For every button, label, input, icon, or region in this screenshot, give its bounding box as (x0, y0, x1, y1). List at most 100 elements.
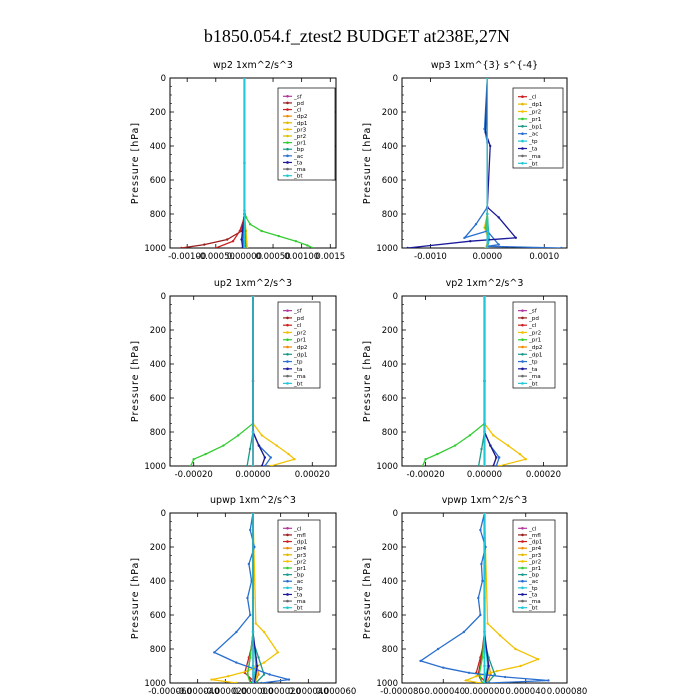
legend-label: _ta (293, 592, 302, 598)
legend-label: _dp1 (293, 352, 308, 358)
x-tick-label: -0.000060 (148, 687, 192, 697)
y-tick-label: 800 (150, 428, 166, 438)
legend-marker (286, 546, 289, 550)
legend-marker (521, 553, 524, 557)
data-point (269, 456, 272, 459)
data-point (462, 630, 466, 634)
data-point (235, 630, 238, 634)
y-tick-label: 200 (150, 543, 166, 553)
y-tick-label: 600 (150, 176, 166, 186)
y-tick-label: 0 (393, 509, 398, 519)
legend-marker (521, 102, 524, 106)
legend-label: _dp1 (293, 121, 308, 127)
data-point (247, 562, 251, 566)
legend: _sf_pd_cl_pr2 _pr1_dp2_dp1 _tp_ta_ma_bt (277, 301, 321, 389)
y-tick-label: 800 (382, 428, 398, 438)
y-tick-label: 600 (382, 394, 398, 404)
data-point (251, 513, 255, 515)
legend-label: _ma (528, 154, 541, 160)
legend-label: _ma (293, 167, 306, 173)
legend-label: _pr1 (293, 141, 307, 147)
legend-marker (286, 593, 289, 596)
data-point (249, 656, 252, 659)
data-point (518, 452, 522, 456)
legend-label: _ac (528, 132, 538, 138)
data-point (514, 236, 517, 239)
data-point (268, 673, 271, 676)
chart-panel-5: upwp 1xm^2/s^3 Pressure [hPa] 0 200 400 600 80… (130, 495, 356, 697)
y-tick-label: 200 (150, 108, 166, 118)
legend-marker (521, 533, 524, 537)
legend-label: _bp (528, 573, 539, 579)
y-tick-label: 400 (382, 142, 398, 152)
legend-label: _pr3 (528, 553, 542, 559)
series-group (180, 78, 315, 248)
series-line-ta (407, 78, 518, 248)
legend-marker (521, 360, 524, 363)
legend-marker (286, 573, 289, 576)
legend-label: _bt (528, 606, 538, 612)
legend-label: _pr2 (528, 559, 541, 565)
data-point (424, 458, 427, 461)
data-point (479, 681, 482, 683)
legend-label: _ma (528, 599, 541, 605)
legend-marker (286, 95, 289, 98)
data-point (254, 622, 257, 625)
legend-box (277, 87, 336, 181)
y-tick-label: 800 (382, 645, 398, 655)
legend-marker (521, 345, 524, 349)
data-point (262, 630, 266, 634)
data-point (486, 681, 489, 683)
x-tick-label: 0.000080 (547, 687, 588, 697)
data-point (293, 458, 296, 461)
legend-label: _bp (293, 147, 304, 153)
legend-label: _bt (293, 174, 303, 180)
legend-label: _ma (293, 599, 306, 605)
data-point (189, 464, 192, 466)
data-point (547, 679, 550, 682)
data-point (419, 659, 422, 663)
legend-label: _ac (293, 154, 303, 160)
legend-marker (521, 374, 524, 378)
data-point (269, 464, 272, 466)
data-point (484, 131, 487, 134)
legend-label: _pr1 (293, 566, 307, 572)
x-tick-label: -0.000020 (204, 687, 248, 697)
legend-marker (521, 331, 524, 334)
data-point (469, 240, 472, 243)
data-point (463, 236, 466, 239)
x-tick-label: -0.00020 (406, 470, 444, 480)
data-point (480, 447, 483, 451)
legend-label: _pr2 (528, 330, 541, 336)
legend-label: _pr1 (528, 117, 542, 123)
legend-label: _cl (528, 95, 537, 101)
legend-label: _ma (528, 374, 541, 380)
data-point (506, 444, 510, 447)
data-point (243, 78, 246, 80)
data-point (249, 681, 252, 683)
data-point (260, 229, 263, 233)
y-tick-label: 600 (150, 611, 166, 621)
legend-marker (286, 316, 289, 320)
data-point (204, 452, 207, 456)
figure-title: b1850.054.f_ztest2 BUDGET at238E,27N (204, 26, 510, 46)
data-point (406, 246, 409, 248)
panel-title: vpwp 1xm^2/s^3 (442, 495, 528, 506)
legend-label: _pr2 (528, 110, 541, 116)
x-tick-label: -0.000080 (380, 687, 424, 697)
x-tick-label: 0.000040 (505, 687, 546, 697)
data-point (481, 681, 484, 683)
data-point (262, 673, 266, 676)
legend: _cl_dp1 _pr2_pr1_bp1 _ac_tp _ta_ma_bt (512, 87, 564, 169)
y-tick-label: 400 (382, 360, 398, 370)
data-point (257, 673, 260, 676)
legend-marker (286, 540, 289, 543)
data-point (260, 681, 263, 683)
legend-label: _pr2 (293, 330, 306, 336)
data-point (483, 430, 486, 434)
data-point (262, 661, 266, 664)
legend-label: _ma (293, 374, 306, 380)
legend-marker (521, 154, 524, 158)
legend: _cl_mfl_dp1_pr4_pr3_pr2_pr1_bp_ac_tp_ta_… (512, 519, 556, 613)
